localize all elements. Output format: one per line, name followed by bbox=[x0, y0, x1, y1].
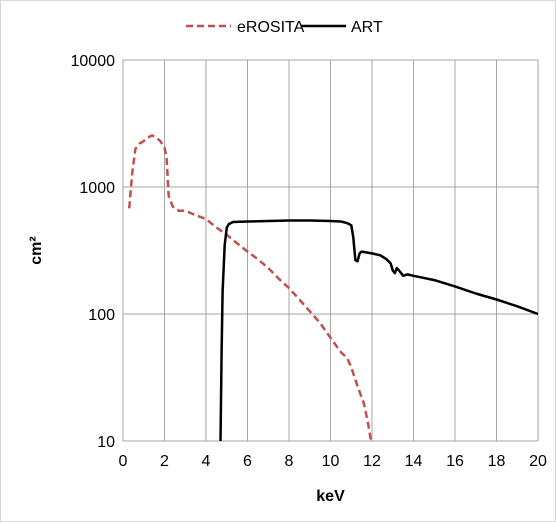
y-tick-label: 10000 bbox=[71, 53, 116, 70]
x-tick-label: 12 bbox=[363, 453, 381, 470]
x-tick-label: 6 bbox=[243, 453, 252, 470]
x-tick-label: 16 bbox=[446, 453, 464, 470]
legend-label-erosita: eROSITA bbox=[237, 19, 305, 36]
x-tick-label: 0 bbox=[119, 453, 128, 470]
plot-area-border bbox=[122, 59, 539, 442]
series-line-erosita bbox=[127, 134, 373, 442]
y-tick-label: 1000 bbox=[79, 180, 115, 197]
x-tick-label: 8 bbox=[285, 453, 294, 470]
x-tick-label: 18 bbox=[488, 453, 506, 470]
y-tick-label: 100 bbox=[88, 307, 115, 324]
x-tick-label: 2 bbox=[160, 453, 169, 470]
legend-label-art: ART bbox=[351, 19, 383, 36]
y-axis-title: cm² bbox=[28, 236, 45, 264]
x-axis-title: keV bbox=[316, 488, 345, 505]
x-tick-label: 20 bbox=[529, 453, 547, 470]
x-tick-label: 10 bbox=[322, 453, 340, 470]
x-tick-label: 14 bbox=[405, 453, 423, 470]
series-line-art bbox=[219, 219, 539, 442]
y-tick-label: 10 bbox=[97, 434, 115, 451]
x-tick-label: 4 bbox=[202, 453, 211, 470]
